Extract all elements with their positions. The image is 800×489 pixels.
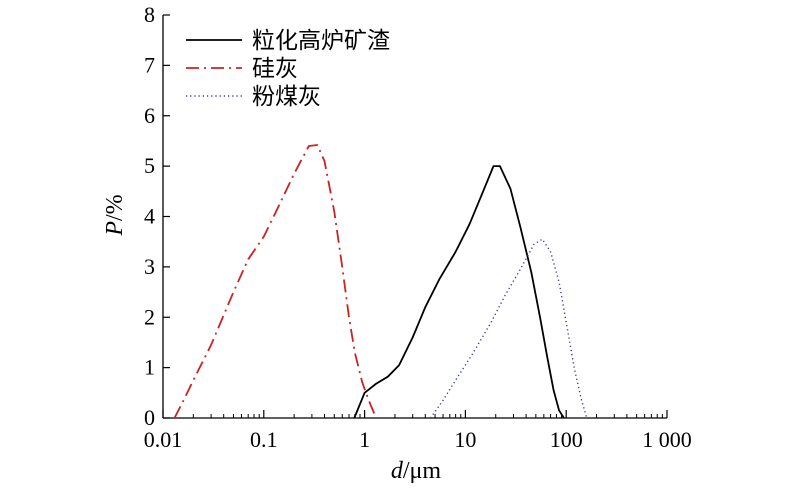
y-tick-label: 3: [144, 254, 155, 279]
y-tick-label: 6: [144, 103, 155, 128]
y-tick-label: 8: [144, 2, 155, 27]
series-line-1: [353, 165, 565, 419]
tick-labels: 0 1 2 3 4 5 6 7 8 0.01 0.1 1 10 100 1 000: [144, 2, 692, 452]
x-tick-label: 10: [454, 427, 476, 452]
x-tick-label: 0.1: [250, 427, 278, 452]
y-tick-label: 0: [144, 405, 155, 430]
y-tick-label: 4: [144, 204, 155, 229]
x-tick-label: 1 000: [642, 427, 692, 452]
x-tick-label: 1: [359, 427, 370, 452]
x-tick-label: 0.01: [144, 427, 183, 452]
y-tick-label: 1: [144, 355, 155, 380]
legend-label-1: 粒化高炉矿渣: [252, 28, 390, 53]
y-axis-label: P/%: [102, 194, 128, 236]
y-tick-label: 5: [144, 153, 155, 178]
legend-label-3: 粉煤灰: [252, 84, 321, 109]
axes: [162, 15, 667, 419]
x-tick-label: 100: [550, 427, 583, 452]
x-axis-label: d/μm: [391, 458, 442, 484]
series-line-3: [429, 238, 588, 419]
y-tick-label: 2: [144, 304, 155, 329]
data-series: [173, 144, 588, 419]
tick-marks: [162, 14, 668, 419]
legend-label-2: 硅灰: [252, 56, 298, 81]
y-tick-label: 7: [144, 52, 155, 77]
series-line-2: [173, 144, 377, 419]
